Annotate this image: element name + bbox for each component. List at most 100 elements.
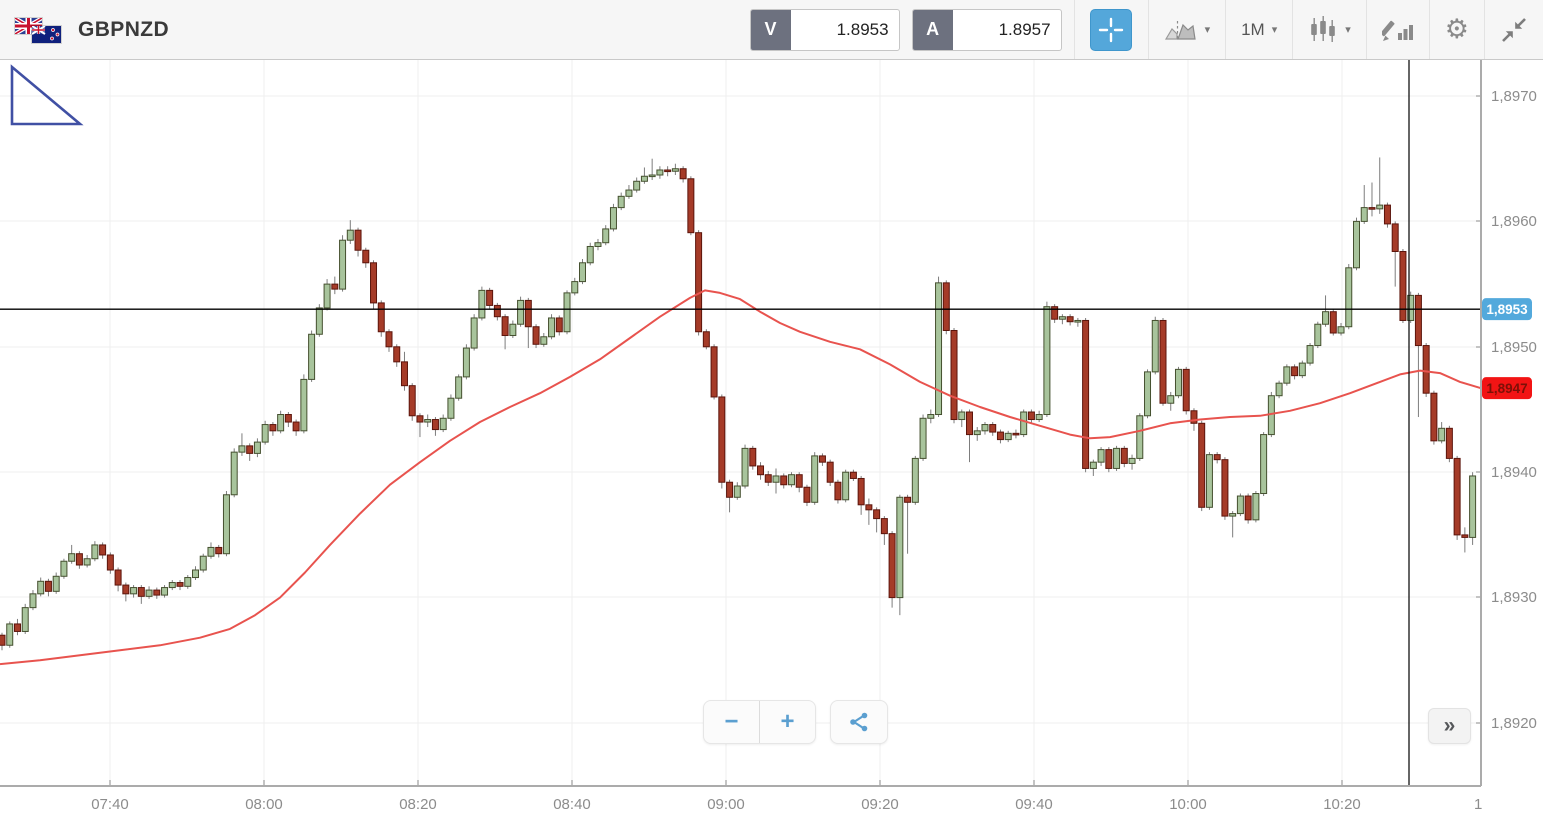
candle <box>726 479 734 513</box>
flag-pair <box>13 14 65 46</box>
crosshair-button[interactable] <box>1090 8 1133 51</box>
candle <box>1066 314 1074 326</box>
candle <box>509 320 517 339</box>
candle <box>1337 322 1345 336</box>
candle <box>1461 527 1469 553</box>
chart-style-dropdown[interactable]: ▾ <box>1147 0 1226 59</box>
candle <box>323 279 331 311</box>
candle <box>6 621 14 648</box>
candle <box>346 220 354 244</box>
zoom-group: − + <box>703 700 816 744</box>
candle <box>1004 430 1012 443</box>
candle <box>1167 391 1175 411</box>
svg-text:1,8953: 1,8953 <box>1486 302 1528 317</box>
instrument-brand: GBPNZD <box>0 14 169 46</box>
candle <box>153 587 161 599</box>
candle <box>1322 295 1330 327</box>
candle <box>1260 432 1268 497</box>
candle <box>602 225 610 246</box>
candle <box>973 427 981 441</box>
candle <box>1422 343 1430 397</box>
candle <box>1174 366 1182 399</box>
candle <box>787 472 795 488</box>
hline-price-badge: 1,8953 <box>1482 298 1532 321</box>
candle <box>238 433 246 456</box>
nz-flag-icon <box>32 25 61 43</box>
y-axis-labels[interactable]: 1,8970 1,8960 1,8950 1,8940 1,8930 1,8920 <box>1476 88 1537 732</box>
candle <box>416 413 424 438</box>
candle <box>331 276 339 295</box>
candle <box>0 632 6 651</box>
expand-panel-button[interactable]: » <box>1428 708 1471 744</box>
candle <box>21 603 29 634</box>
moving-average-line <box>0 289 1482 666</box>
svg-text:1,8970: 1,8970 <box>1491 88 1537 105</box>
candle <box>671 163 679 176</box>
candle <box>52 572 60 594</box>
candle <box>633 177 641 193</box>
candle <box>904 494 912 554</box>
candle <box>470 314 478 351</box>
candle <box>431 417 439 436</box>
candle <box>114 567 122 592</box>
candle <box>1252 491 1260 523</box>
sell-button[interactable]: V 1.8953 <box>749 8 900 51</box>
candle <box>996 429 1004 444</box>
zoom-out-button[interactable]: − <box>724 708 739 735</box>
collapse-chart-button[interactable] <box>1484 0 1543 59</box>
candle <box>1229 511 1237 538</box>
candle <box>919 414 927 461</box>
candle <box>989 422 997 436</box>
candle <box>1236 493 1244 517</box>
svg-text:07:40: 07:40 <box>91 796 129 813</box>
candle <box>1113 445 1121 471</box>
candle <box>13 618 21 636</box>
candle <box>207 542 215 559</box>
chart-header: GBPNZD V 1.8953 A 1.8957 <box>0 0 1543 60</box>
chart-type-dropdown[interactable]: ▾ <box>1292 0 1366 59</box>
candle <box>400 351 408 391</box>
candle <box>1329 309 1337 336</box>
candle <box>478 286 486 321</box>
candle <box>1407 291 1415 323</box>
candle <box>308 330 316 382</box>
candle <box>1082 317 1090 473</box>
candle <box>1074 317 1082 327</box>
candle <box>1469 472 1477 545</box>
candle <box>1120 445 1128 468</box>
triangle-drawing[interactable] <box>10 64 84 126</box>
candle <box>911 455 919 505</box>
x-axis-labels[interactable]: 07:40 08:00 08:20 08:40 09:00 09:20 09:40 10:00… <box>91 780 1482 813</box>
chevron-down-icon: ▾ <box>1345 24 1351 36</box>
draw-indicators-button[interactable] <box>1365 0 1429 59</box>
candle <box>524 297 532 349</box>
candle <box>1283 364 1291 386</box>
crosshair-cell <box>1073 0 1148 59</box>
timeframe-dropdown[interactable]: 1M ▾ <box>1225 0 1292 59</box>
candle <box>594 238 602 251</box>
settings-button[interactable]: ⚙ <box>1428 0 1484 59</box>
candle <box>880 516 888 545</box>
candle <box>199 553 207 573</box>
candle <box>1105 447 1113 473</box>
candle <box>609 203 617 232</box>
zoom-in-button[interactable]: + <box>780 708 795 735</box>
buy-button[interactable]: A 1.8957 <box>911 8 1062 51</box>
current-price-badge: 1,8947 <box>1482 377 1532 400</box>
candle <box>935 276 943 418</box>
candle <box>648 158 656 181</box>
candle <box>548 314 556 340</box>
svg-text:1: 1 <box>1474 796 1482 813</box>
candle <box>339 235 347 292</box>
candle <box>75 551 83 569</box>
candle <box>1020 409 1028 438</box>
share-button[interactable] <box>830 700 888 744</box>
chevron-down-icon: ▾ <box>1204 24 1211 36</box>
chart-style-icon <box>1164 20 1196 41</box>
candle <box>687 176 695 236</box>
candle <box>563 290 571 335</box>
sell-key-label: V <box>750 9 791 50</box>
candle <box>1306 343 1314 366</box>
candle <box>176 580 184 591</box>
